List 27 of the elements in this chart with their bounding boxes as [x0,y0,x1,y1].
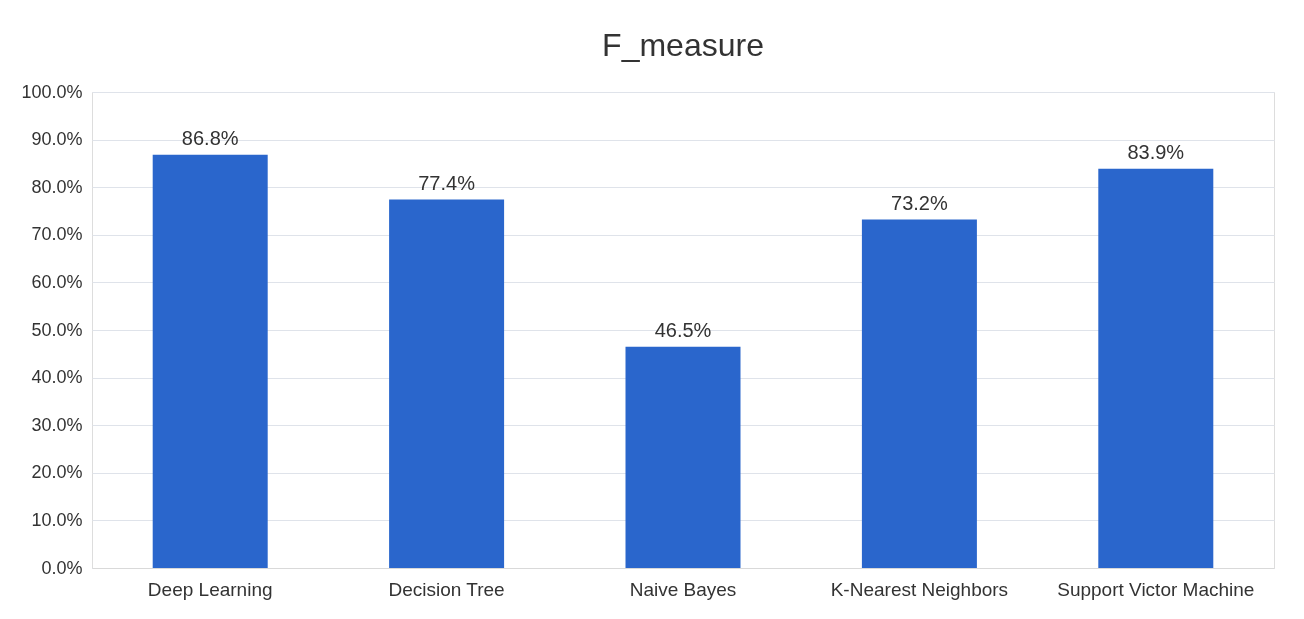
y-tick-label: 20.0% [31,462,83,483]
data-label: 73.2% [891,191,948,214]
y-tick-label: 30.0% [31,414,83,435]
y-tick-label: 80.0% [31,176,83,197]
bar [152,154,268,568]
y-tick-label: 90.0% [31,129,83,150]
x-tick-label: Naive Bayes [629,578,737,600]
y-tick-label: 40.0% [31,367,83,388]
y-tick-label: 70.0% [31,224,83,245]
y-tick-label: 10.0% [31,509,83,530]
y-tick-label: 100.0% [21,81,83,102]
y-tick-label: 50.0% [31,319,83,340]
bar [389,199,505,568]
x-tick-label: Decision Tree [388,578,505,600]
y-tick-label: 0.0% [41,557,83,578]
bar [861,219,977,568]
chart-title: F_measure [602,27,764,63]
x-tick-label: K-Nearest Neighbors [830,578,1009,600]
bar [625,346,741,568]
x-tick-label: Support Victor Machine [1057,578,1255,600]
data-label: 83.9% [1127,140,1185,163]
x-tick-label: Deep Learning [147,578,273,600]
data-label: 86.8% [181,126,239,149]
y-tick-label: 60.0% [31,271,83,292]
data-label: 77.4% [418,171,476,194]
data-label: 46.5% [654,318,712,341]
bar [1098,168,1214,568]
